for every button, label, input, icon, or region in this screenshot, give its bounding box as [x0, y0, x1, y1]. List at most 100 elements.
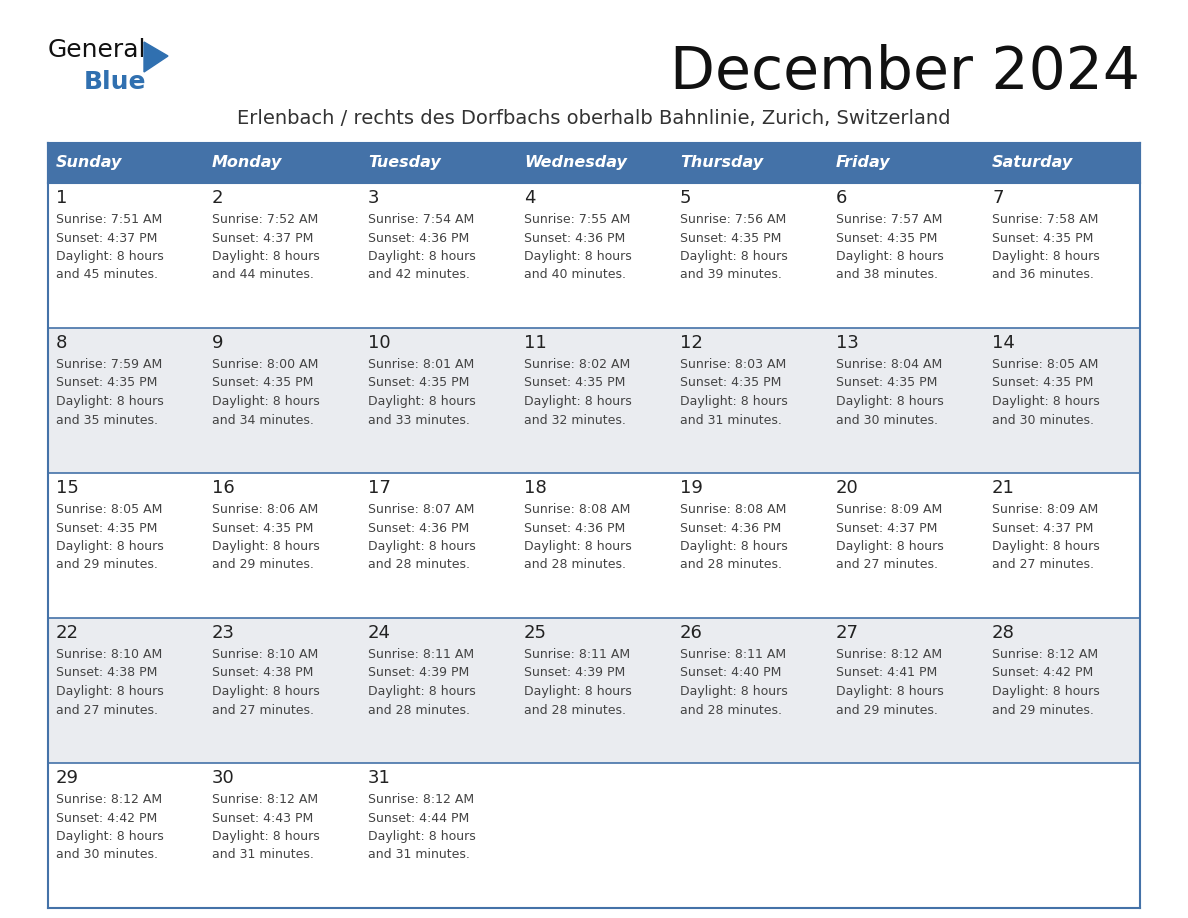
- Text: 26: 26: [680, 624, 703, 642]
- Text: 1: 1: [56, 189, 68, 207]
- Text: and 28 minutes.: and 28 minutes.: [524, 703, 626, 717]
- Text: Daylight: 8 hours: Daylight: 8 hours: [211, 250, 320, 263]
- Text: Sunset: 4:35 PM: Sunset: 4:35 PM: [56, 521, 157, 534]
- Bar: [48, 328, 1140, 473]
- Text: Sunset: 4:35 PM: Sunset: 4:35 PM: [680, 376, 782, 389]
- Text: Sunrise: 7:55 AM: Sunrise: 7:55 AM: [524, 213, 631, 226]
- Text: Sunrise: 8:10 AM: Sunrise: 8:10 AM: [56, 648, 163, 661]
- Text: 24: 24: [368, 624, 391, 642]
- Bar: [360, 143, 516, 183]
- Text: Daylight: 8 hours: Daylight: 8 hours: [56, 395, 164, 408]
- Text: Sunrise: 8:11 AM: Sunrise: 8:11 AM: [680, 648, 786, 661]
- Text: 12: 12: [680, 334, 703, 352]
- Text: Sunrise: 8:05 AM: Sunrise: 8:05 AM: [56, 503, 163, 516]
- Text: Sunrise: 8:00 AM: Sunrise: 8:00 AM: [211, 358, 318, 371]
- Text: Sunrise: 8:05 AM: Sunrise: 8:05 AM: [992, 358, 1099, 371]
- Text: 30: 30: [211, 769, 235, 787]
- Text: Sunset: 4:42 PM: Sunset: 4:42 PM: [992, 666, 1093, 679]
- Text: 9: 9: [211, 334, 223, 352]
- Text: Sunset: 4:38 PM: Sunset: 4:38 PM: [211, 666, 314, 679]
- Text: Daylight: 8 hours: Daylight: 8 hours: [368, 540, 475, 553]
- Text: Sunrise: 8:07 AM: Sunrise: 8:07 AM: [368, 503, 474, 516]
- Text: and 27 minutes.: and 27 minutes.: [56, 703, 158, 717]
- Bar: [48, 763, 1140, 908]
- Text: Daylight: 8 hours: Daylight: 8 hours: [211, 830, 320, 843]
- Text: Sunrise: 7:54 AM: Sunrise: 7:54 AM: [368, 213, 474, 226]
- Text: and 36 minutes.: and 36 minutes.: [992, 268, 1094, 282]
- Text: Sunrise: 8:10 AM: Sunrise: 8:10 AM: [211, 648, 318, 661]
- Text: Daylight: 8 hours: Daylight: 8 hours: [56, 540, 164, 553]
- Text: Daylight: 8 hours: Daylight: 8 hours: [524, 395, 632, 408]
- Text: Sunset: 4:35 PM: Sunset: 4:35 PM: [680, 231, 782, 244]
- Text: Daylight: 8 hours: Daylight: 8 hours: [680, 685, 788, 698]
- Text: Daylight: 8 hours: Daylight: 8 hours: [368, 830, 475, 843]
- Text: 29: 29: [56, 769, 78, 787]
- Text: Daylight: 8 hours: Daylight: 8 hours: [56, 250, 164, 263]
- Text: 5: 5: [680, 189, 691, 207]
- Text: Daylight: 8 hours: Daylight: 8 hours: [524, 540, 632, 553]
- Text: and 42 minutes.: and 42 minutes.: [368, 268, 470, 282]
- Text: Daylight: 8 hours: Daylight: 8 hours: [680, 395, 788, 408]
- Text: Daylight: 8 hours: Daylight: 8 hours: [680, 250, 788, 263]
- Text: and 30 minutes.: and 30 minutes.: [836, 413, 939, 427]
- Text: Daylight: 8 hours: Daylight: 8 hours: [992, 540, 1100, 553]
- Text: Sunrise: 8:11 AM: Sunrise: 8:11 AM: [368, 648, 474, 661]
- Text: Sunrise: 8:12 AM: Sunrise: 8:12 AM: [56, 793, 162, 806]
- Text: 3: 3: [368, 189, 379, 207]
- Text: Sunrise: 8:01 AM: Sunrise: 8:01 AM: [368, 358, 474, 371]
- Text: Daylight: 8 hours: Daylight: 8 hours: [56, 685, 164, 698]
- Text: Sunset: 4:35 PM: Sunset: 4:35 PM: [211, 376, 314, 389]
- Text: Daylight: 8 hours: Daylight: 8 hours: [368, 685, 475, 698]
- Text: and 30 minutes.: and 30 minutes.: [56, 848, 158, 861]
- Text: 18: 18: [524, 479, 546, 497]
- Text: 16: 16: [211, 479, 235, 497]
- Bar: [204, 143, 360, 183]
- Text: Sunrise: 7:59 AM: Sunrise: 7:59 AM: [56, 358, 163, 371]
- Text: Sunset: 4:39 PM: Sunset: 4:39 PM: [368, 666, 469, 679]
- Text: Sunset: 4:35 PM: Sunset: 4:35 PM: [992, 376, 1093, 389]
- Text: Sunrise: 8:06 AM: Sunrise: 8:06 AM: [211, 503, 318, 516]
- Text: Erlenbach / rechts des Dorfbachs oberhalb Bahnlinie, Zurich, Switzerland: Erlenbach / rechts des Dorfbachs oberhal…: [238, 108, 950, 128]
- Text: and 28 minutes.: and 28 minutes.: [524, 558, 626, 572]
- Text: Sunrise: 8:08 AM: Sunrise: 8:08 AM: [524, 503, 631, 516]
- Text: and 28 minutes.: and 28 minutes.: [680, 558, 782, 572]
- Text: and 28 minutes.: and 28 minutes.: [680, 703, 782, 717]
- Text: Sunset: 4:39 PM: Sunset: 4:39 PM: [524, 666, 625, 679]
- Text: 31: 31: [368, 769, 391, 787]
- Text: and 45 minutes.: and 45 minutes.: [56, 268, 158, 282]
- Bar: [516, 143, 672, 183]
- Text: 23: 23: [211, 624, 235, 642]
- Text: 4: 4: [524, 189, 536, 207]
- Text: Sunset: 4:36 PM: Sunset: 4:36 PM: [680, 521, 782, 534]
- Text: Wednesday: Wednesday: [524, 155, 627, 171]
- Text: Sunrise: 8:08 AM: Sunrise: 8:08 AM: [680, 503, 786, 516]
- Bar: [984, 143, 1140, 183]
- Text: Sunrise: 8:12 AM: Sunrise: 8:12 AM: [836, 648, 942, 661]
- Text: Sunset: 4:35 PM: Sunset: 4:35 PM: [992, 231, 1093, 244]
- Text: Monday: Monday: [211, 155, 283, 171]
- Text: Daylight: 8 hours: Daylight: 8 hours: [836, 395, 943, 408]
- Text: Daylight: 8 hours: Daylight: 8 hours: [680, 540, 788, 553]
- Text: Sunset: 4:35 PM: Sunset: 4:35 PM: [836, 376, 937, 389]
- Bar: [48, 473, 1140, 618]
- Bar: [48, 618, 1140, 763]
- Text: Sunrise: 8:09 AM: Sunrise: 8:09 AM: [992, 503, 1098, 516]
- Text: Daylight: 8 hours: Daylight: 8 hours: [836, 250, 943, 263]
- Text: and 35 minutes.: and 35 minutes.: [56, 413, 158, 427]
- Text: Sunrise: 8:12 AM: Sunrise: 8:12 AM: [368, 793, 474, 806]
- Text: and 31 minutes.: and 31 minutes.: [368, 848, 470, 861]
- Bar: [828, 143, 984, 183]
- Text: Daylight: 8 hours: Daylight: 8 hours: [524, 685, 632, 698]
- Text: Sunset: 4:37 PM: Sunset: 4:37 PM: [56, 231, 157, 244]
- Text: Daylight: 8 hours: Daylight: 8 hours: [992, 685, 1100, 698]
- Text: 10: 10: [368, 334, 391, 352]
- Text: and 29 minutes.: and 29 minutes.: [56, 558, 158, 572]
- Text: and 32 minutes.: and 32 minutes.: [524, 413, 626, 427]
- Text: Daylight: 8 hours: Daylight: 8 hours: [56, 830, 164, 843]
- Text: Daylight: 8 hours: Daylight: 8 hours: [836, 540, 943, 553]
- Text: and 29 minutes.: and 29 minutes.: [836, 703, 937, 717]
- Text: General: General: [48, 38, 146, 62]
- Text: Daylight: 8 hours: Daylight: 8 hours: [211, 395, 320, 408]
- Text: Sunset: 4:35 PM: Sunset: 4:35 PM: [368, 376, 469, 389]
- Text: 6: 6: [836, 189, 847, 207]
